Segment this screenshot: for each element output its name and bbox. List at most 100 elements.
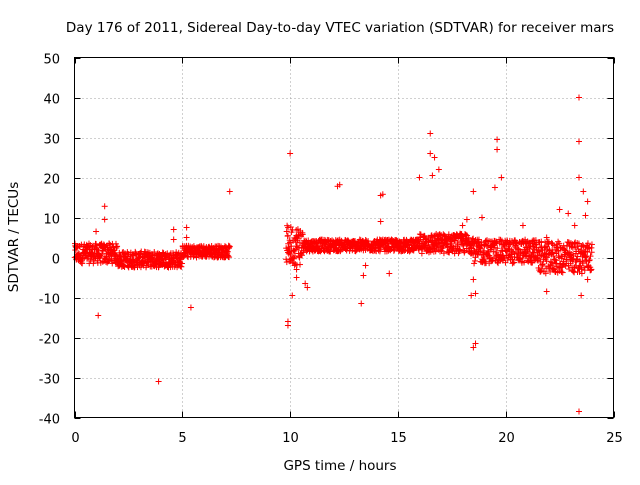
- data-point: [576, 174, 583, 181]
- data-point: [170, 226, 177, 233]
- data-point: [459, 222, 466, 229]
- data-point: [105, 240, 112, 247]
- data-point: [524, 257, 531, 264]
- data-point: [578, 292, 585, 299]
- data-point: [588, 249, 595, 256]
- data-point: [114, 243, 121, 250]
- data-point: [448, 239, 455, 246]
- data-point: [559, 269, 566, 276]
- data-point: [193, 254, 200, 261]
- data-point: [287, 251, 294, 258]
- data-point: [287, 150, 294, 157]
- data-point: [545, 238, 552, 245]
- y-tick-label: 20: [43, 173, 60, 188]
- data-point: [298, 252, 305, 259]
- data-point: [468, 292, 475, 299]
- x-tick-label: 20: [498, 431, 515, 446]
- data-point: [519, 222, 526, 229]
- data-point: [568, 243, 575, 250]
- data-point: [129, 252, 136, 259]
- data-point: [170, 236, 177, 243]
- data-point: [575, 240, 582, 247]
- data-point: [86, 243, 93, 250]
- data-point: [93, 244, 100, 251]
- data-points: [71, 94, 595, 415]
- data-point: [427, 130, 434, 137]
- data-point: [135, 253, 142, 260]
- data-point: [285, 224, 292, 231]
- tick-labels: -40 -30 -20 -10 0 10 20 30 40 50 0 5 10 15 20 25: [39, 53, 623, 447]
- y-tick-label: 0: [52, 253, 60, 268]
- x-tick-label: 15: [390, 431, 407, 446]
- data-point: [226, 243, 233, 250]
- data-point: [470, 344, 477, 351]
- data-point: [561, 246, 568, 253]
- data-point: [494, 245, 501, 252]
- y-axis-title: SDTVAR / TECUs: [6, 182, 22, 292]
- data-point: [542, 239, 549, 246]
- data-point: [187, 304, 194, 311]
- data-point: [553, 257, 560, 264]
- data-point: [294, 235, 301, 242]
- x-tick-label: 5: [178, 431, 186, 446]
- data-point: [586, 257, 593, 264]
- data-point: [576, 94, 583, 101]
- data-point: [377, 218, 384, 225]
- data-point: [565, 210, 572, 217]
- data-point: [521, 259, 528, 266]
- data-point: [226, 254, 233, 261]
- data-point: [386, 270, 393, 277]
- x-axis-title: GPS time / hours: [283, 458, 396, 474]
- data-point: [151, 249, 158, 256]
- chart-title: Day 176 of 2011, Sidereal Day-to-day VTE…: [66, 20, 614, 36]
- data-point: [472, 340, 479, 347]
- data-point: [584, 276, 591, 283]
- data-point: [98, 251, 105, 258]
- data-point: [362, 262, 369, 269]
- data-point: [494, 136, 501, 143]
- data-point: [284, 322, 291, 329]
- data-point: [463, 216, 470, 223]
- data-point: [440, 250, 447, 257]
- data-point: [360, 272, 367, 279]
- data-point: [576, 138, 583, 145]
- y-tick-label: 50: [43, 53, 60, 68]
- data-point: [302, 280, 309, 287]
- x-tick-label: 0: [71, 431, 79, 446]
- data-point: [471, 260, 478, 267]
- data-point: [570, 268, 577, 275]
- data-point: [416, 174, 423, 181]
- data-point: [543, 288, 550, 295]
- data-point: [206, 243, 213, 250]
- data-point: [542, 270, 549, 277]
- data-point: [291, 255, 298, 262]
- data-point: [101, 216, 108, 223]
- data-point: [393, 237, 400, 244]
- data-point: [556, 240, 563, 247]
- data-point: [571, 222, 578, 229]
- y-tick-label: -20: [39, 333, 60, 348]
- data-point: [573, 256, 580, 263]
- data-point: [379, 191, 386, 198]
- data-point: [293, 274, 300, 281]
- grid-lines: [74, 57, 614, 418]
- data-point: [530, 249, 537, 256]
- data-point: [491, 184, 498, 191]
- data-point: [183, 224, 190, 231]
- data-point: [487, 254, 494, 261]
- data-point: [283, 228, 290, 235]
- data-point: [427, 150, 434, 157]
- data-point: [445, 231, 452, 238]
- data-point: [582, 254, 589, 261]
- y-tick-label: 10: [43, 213, 60, 228]
- y-tick-label: 30: [43, 133, 60, 148]
- data-point: [501, 243, 508, 250]
- data-point: [536, 248, 543, 255]
- data-point: [551, 256, 558, 263]
- data-point: [155, 378, 162, 385]
- data-point: [470, 188, 477, 195]
- data-point: [581, 267, 588, 274]
- plot-frame: [74, 57, 614, 418]
- data-point: [95, 312, 102, 319]
